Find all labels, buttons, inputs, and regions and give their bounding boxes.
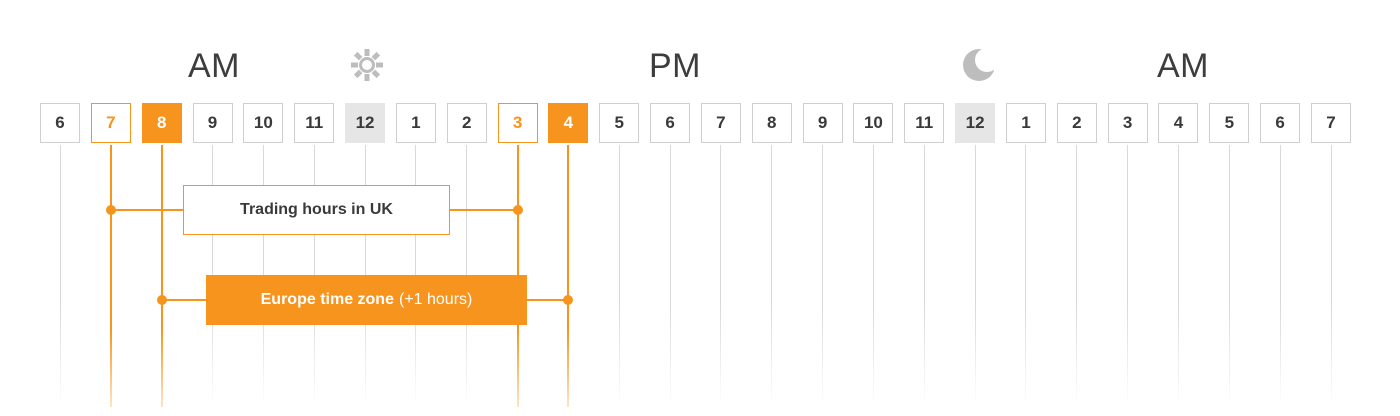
europe-timezone-label-strong: Europe time zone xyxy=(260,291,394,308)
hour-gridline xyxy=(1330,145,1332,407)
hour-cell: 12 xyxy=(955,103,996,143)
am-label-right: AM xyxy=(1157,47,1209,85)
hour-cell: 2 xyxy=(446,103,487,143)
hour-cell: 1 xyxy=(395,103,436,143)
hour-gridline xyxy=(1279,145,1281,407)
hour-gridline xyxy=(1177,145,1179,407)
hour-gridline xyxy=(1076,145,1078,407)
hour-gridline xyxy=(669,145,671,407)
europe-close-dot xyxy=(563,295,574,305)
hour-gridline xyxy=(618,145,620,407)
sun-icon xyxy=(351,49,383,81)
hour-cell: 9 xyxy=(802,103,843,143)
hour-gridline xyxy=(567,145,570,407)
europe-open-dot xyxy=(156,295,167,305)
hour-cell: 3 xyxy=(497,103,538,143)
hour-gridline xyxy=(59,145,61,407)
moon-icon xyxy=(963,49,995,81)
hour-cell: 5 xyxy=(599,103,640,143)
hour-cell: 5 xyxy=(1209,103,1250,143)
hour-cell: 6 xyxy=(650,103,691,143)
hour-cell: 1 xyxy=(1005,103,1046,143)
hour-cell: 12 xyxy=(345,103,386,143)
hour-gridline xyxy=(872,145,874,407)
hour-gridline xyxy=(720,145,722,407)
uk-open-dot xyxy=(105,205,116,215)
hour-cell: 6 xyxy=(40,103,80,143)
hour-cell: 10 xyxy=(243,103,284,143)
hour-gridline xyxy=(822,145,824,407)
hour-gridline xyxy=(160,145,163,407)
hour-cell: 8 xyxy=(751,103,792,143)
hour-cell: 2 xyxy=(1056,103,1097,143)
hour-gridline xyxy=(109,145,112,407)
hour-cell: 6 xyxy=(1260,103,1301,143)
hour-cell: 11 xyxy=(294,103,335,143)
hour-gridline xyxy=(1127,145,1129,407)
hour-gridline xyxy=(771,145,773,407)
hour-cell: 11 xyxy=(904,103,945,143)
hour-gridline xyxy=(974,145,976,407)
hour-cell: 4 xyxy=(548,103,589,143)
hour-gridline xyxy=(923,145,925,407)
hour-cell: 10 xyxy=(853,103,894,143)
hour-cell: 9 xyxy=(192,103,233,143)
uk-close-dot xyxy=(512,205,523,215)
hour-cell: 4 xyxy=(1158,103,1199,143)
uk-trading-label-text: Trading hours in UK xyxy=(240,201,393,218)
hour-cell: 8 xyxy=(141,103,182,143)
europe-timezone-label-offset: (+1 hours) xyxy=(398,291,473,308)
hour-cell: 7 xyxy=(90,103,131,143)
hour-gridline xyxy=(1228,145,1230,407)
hour-cell: 7 xyxy=(1311,103,1351,143)
am-label-left: AM xyxy=(188,47,240,85)
hour-gridline xyxy=(1025,145,1027,407)
pm-label: PM xyxy=(649,47,701,85)
hour-cell: 3 xyxy=(1107,103,1148,143)
hour-cell: 7 xyxy=(700,103,741,143)
uk-trading-label: Trading hours in UK xyxy=(183,185,450,235)
europe-timezone-label: Europe time zone (+1 hours) xyxy=(206,275,527,325)
